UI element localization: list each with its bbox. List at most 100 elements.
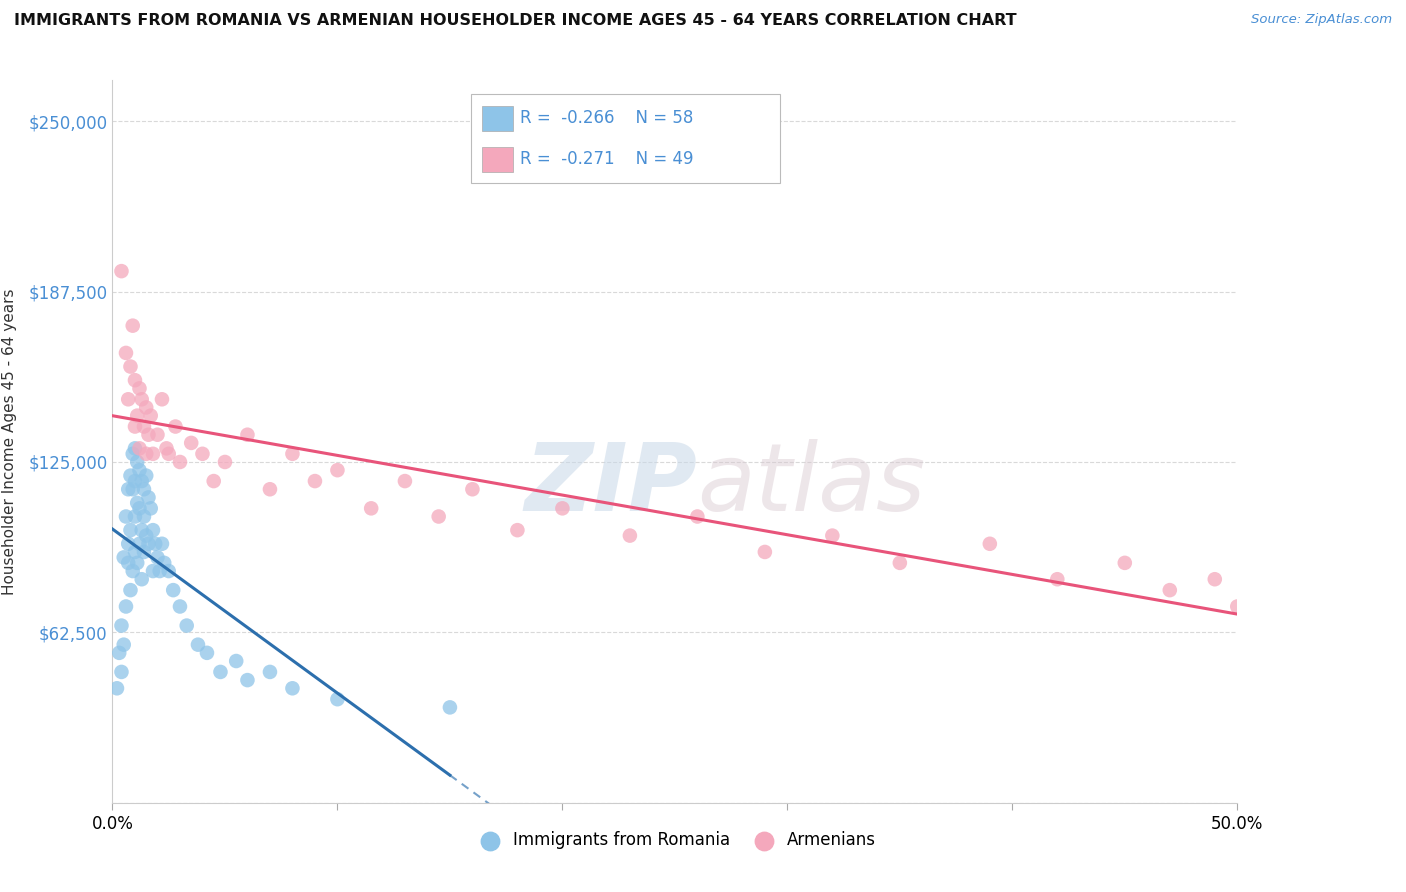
Point: [115, 599, 138, 614]
Point: [169, 455, 191, 469]
Text: ZIP: ZIP: [524, 439, 697, 531]
Point: [1114, 556, 1136, 570]
Point: [551, 501, 574, 516]
Point: [1226, 599, 1249, 614]
Point: [131, 474, 153, 488]
Y-axis label: Householder Income Ages 45 - 64 years: Householder Income Ages 45 - 64 years: [3, 288, 17, 595]
Point: [979, 537, 1001, 551]
Point: [754, 545, 776, 559]
Point: [1204, 572, 1226, 586]
Point: [326, 692, 349, 706]
Point: [176, 618, 198, 632]
Point: [128, 501, 150, 516]
Point: [127, 496, 149, 510]
Point: [187, 638, 209, 652]
Point: [117, 556, 139, 570]
Text: Source: ZipAtlas.com: Source: ZipAtlas.com: [1251, 13, 1392, 27]
Point: [132, 545, 155, 559]
Text: R =  -0.271    N = 49: R = -0.271 N = 49: [520, 150, 693, 168]
Point: [146, 427, 169, 442]
Point: [142, 523, 165, 537]
Point: [259, 482, 281, 496]
Point: [132, 482, 155, 496]
Point: [120, 583, 142, 598]
Point: [360, 501, 382, 516]
Point: [439, 700, 461, 714]
Point: [117, 537, 139, 551]
Point: [128, 463, 150, 477]
Point: [124, 474, 146, 488]
Point: [117, 392, 139, 407]
Point: [124, 442, 146, 456]
Point: [259, 665, 281, 679]
Point: [110, 618, 132, 632]
Point: [110, 665, 132, 679]
Point: [132, 509, 155, 524]
Point: [138, 491, 160, 505]
Point: [121, 564, 143, 578]
Point: [112, 550, 135, 565]
Point: [131, 392, 153, 407]
Point: [135, 447, 157, 461]
Point: [127, 455, 149, 469]
Point: [135, 468, 157, 483]
Point: [143, 537, 166, 551]
Point: [128, 381, 150, 395]
Point: [821, 528, 844, 542]
Point: [127, 556, 149, 570]
Point: [326, 463, 349, 477]
Point: [889, 556, 911, 570]
Point: [461, 482, 484, 496]
Point: [180, 436, 202, 450]
Point: [110, 264, 132, 278]
Point: [135, 401, 157, 415]
Point: [121, 482, 143, 496]
Text: atlas: atlas: [697, 440, 925, 531]
Point: [150, 392, 173, 407]
Point: [120, 359, 142, 374]
Point: [121, 318, 143, 333]
Point: [162, 583, 184, 598]
Point: [127, 409, 149, 423]
Point: [1046, 572, 1069, 586]
Point: [120, 523, 142, 537]
Point: [124, 419, 146, 434]
Point: [506, 523, 529, 537]
Point: [209, 665, 232, 679]
Point: [139, 409, 162, 423]
Point: [191, 447, 214, 461]
Point: [108, 646, 131, 660]
Point: [195, 646, 218, 660]
Point: [131, 572, 153, 586]
Point: [165, 419, 187, 434]
Point: [1159, 583, 1181, 598]
Point: [142, 447, 165, 461]
Point: [138, 427, 160, 442]
Point: [135, 528, 157, 542]
Point: [202, 474, 225, 488]
Text: R =  -0.266    N = 58: R = -0.266 N = 58: [520, 109, 693, 127]
Point: [117, 482, 139, 496]
Point: [139, 501, 162, 516]
Point: [427, 509, 450, 524]
Point: [150, 537, 173, 551]
Point: [132, 419, 155, 434]
Point: [112, 638, 135, 652]
Text: IMMIGRANTS FROM ROMANIA VS ARMENIAN HOUSEHOLDER INCOME AGES 45 - 64 YEARS CORREL: IMMIGRANTS FROM ROMANIA VS ARMENIAN HOUS…: [14, 13, 1017, 29]
Legend: Immigrants from Romania, Armenians: Immigrants from Romania, Armenians: [467, 824, 883, 856]
Point: [124, 373, 146, 387]
Point: [115, 346, 138, 360]
Point: [146, 550, 169, 565]
Point: [115, 509, 138, 524]
Point: [225, 654, 247, 668]
Point: [124, 509, 146, 524]
Point: [138, 537, 160, 551]
Point: [120, 468, 142, 483]
Point: [281, 447, 304, 461]
Point: [619, 528, 641, 542]
Point: [236, 427, 259, 442]
Point: [214, 455, 236, 469]
Point: [157, 447, 180, 461]
Point: [105, 681, 128, 696]
Point: [304, 474, 326, 488]
